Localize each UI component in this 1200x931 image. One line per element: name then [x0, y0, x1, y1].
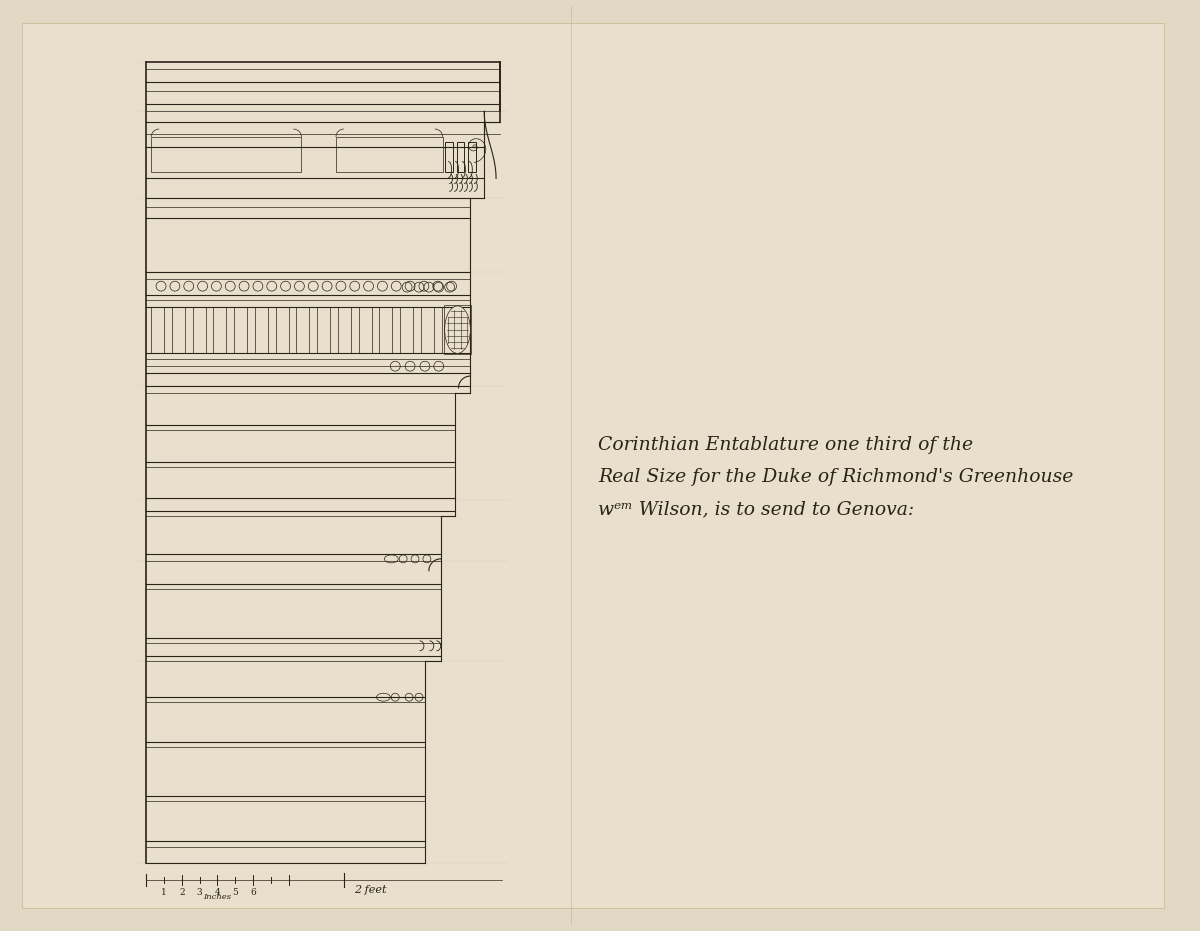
- Bar: [456, 142, 464, 171]
- Bar: [338, 307, 350, 354]
- Bar: [151, 307, 164, 354]
- Text: wᵉᵐ Wilson, is to send to Genova:: wᵉᵐ Wilson, is to send to Genova:: [598, 501, 914, 519]
- Bar: [421, 307, 433, 354]
- Bar: [172, 307, 185, 354]
- Bar: [296, 307, 310, 354]
- Bar: [379, 307, 392, 354]
- Text: Inches: Inches: [203, 893, 232, 901]
- Bar: [151, 137, 301, 171]
- Bar: [359, 307, 372, 354]
- Text: 4: 4: [215, 888, 221, 897]
- Bar: [234, 307, 247, 354]
- Bar: [276, 307, 288, 354]
- Bar: [400, 307, 413, 354]
- Text: 2 feet: 2 feet: [354, 885, 386, 895]
- Bar: [193, 307, 205, 354]
- Bar: [336, 137, 443, 171]
- Text: 1: 1: [161, 888, 167, 897]
- Text: 3: 3: [197, 888, 203, 897]
- Text: 2: 2: [179, 888, 185, 897]
- Text: 5: 5: [233, 888, 238, 897]
- Bar: [468, 142, 476, 171]
- Bar: [214, 307, 227, 354]
- Bar: [317, 307, 330, 354]
- Bar: [442, 307, 455, 354]
- Bar: [444, 305, 472, 355]
- Text: Real Size for the Duke of Richmond's Greenhouse: Real Size for the Duke of Richmond's Gre…: [598, 468, 1073, 486]
- Bar: [445, 142, 452, 171]
- Bar: [254, 307, 268, 354]
- Text: Corinthian Entablature one third of the: Corinthian Entablature one third of the: [598, 437, 973, 454]
- Ellipse shape: [445, 306, 470, 354]
- Text: 6: 6: [250, 888, 256, 897]
